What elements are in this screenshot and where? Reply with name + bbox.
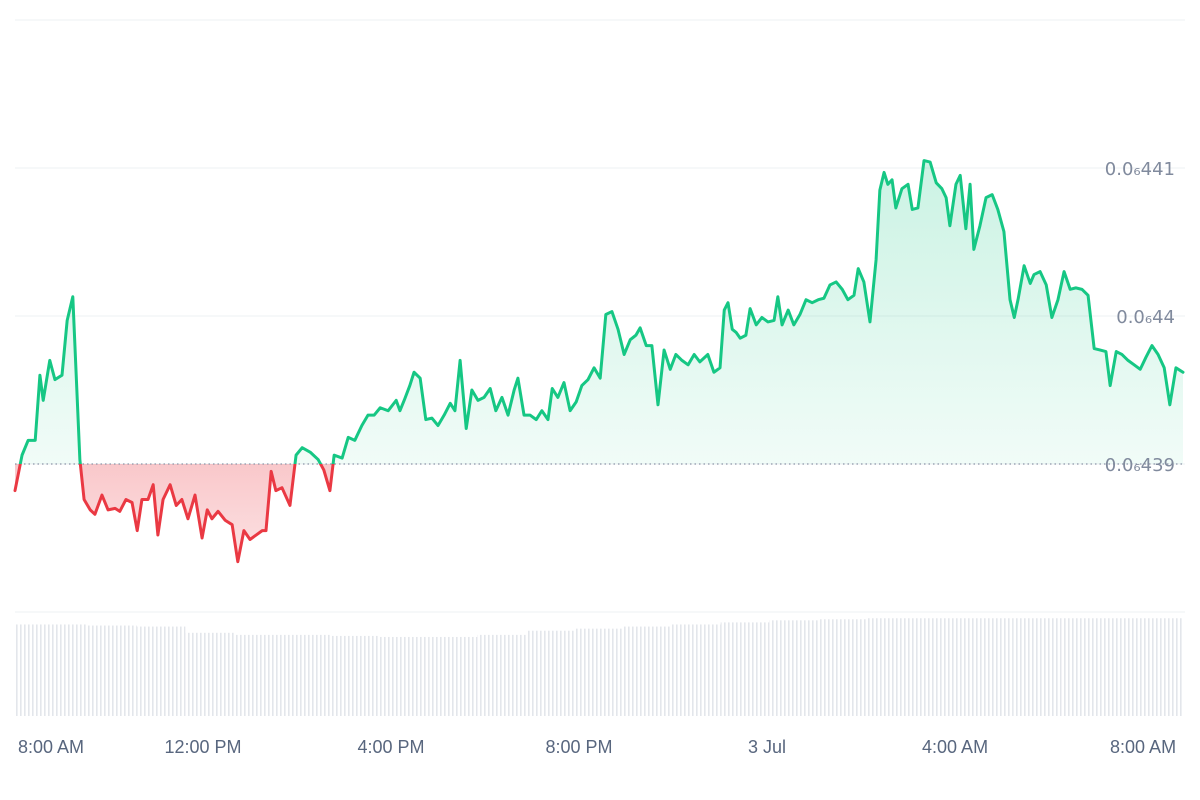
volume-bar <box>331 635 380 716</box>
volume-bar <box>574 628 624 716</box>
volume-bar <box>1012 618 1062 716</box>
volume-bar <box>1110 618 1159 716</box>
x-tick-label: 3 Jul <box>748 737 786 757</box>
price-line <box>13 159 1185 564</box>
y-tick-label: 0.0₆441 <box>1105 159 1175 180</box>
volume-bar <box>1158 618 1183 716</box>
x-tick-label: 8:00 AM <box>18 737 84 757</box>
volume-bar <box>136 626 186 716</box>
volume-bar <box>15 624 40 716</box>
volume-bar <box>234 634 283 716</box>
volume-bar <box>915 618 964 716</box>
y-tick-label: 0.0₆44 <box>1116 307 1175 328</box>
x-tick-label: 8:00 AM <box>1110 737 1176 757</box>
volume-bar <box>88 625 137 716</box>
x-tick-label: 12:00 PM <box>164 737 241 757</box>
volume-bar <box>282 634 332 716</box>
volume-bar <box>672 624 721 716</box>
volume-bar <box>818 619 867 716</box>
volume-bar <box>39 624 88 716</box>
x-tick-label: 4:00 PM <box>357 737 424 757</box>
volume-bar <box>623 626 672 716</box>
volume-bar <box>380 636 429 716</box>
volume-bar <box>185 632 234 716</box>
x-tick-label: 8:00 PM <box>546 737 613 757</box>
volume-bar <box>769 620 818 716</box>
volume-bar <box>1061 618 1110 716</box>
volume-bar <box>526 630 575 716</box>
volume-bar <box>720 622 770 716</box>
volume-bar <box>964 618 1013 716</box>
volume-bar <box>428 636 478 716</box>
y-tick-label: 0.0₆439 <box>1105 455 1175 476</box>
volume-bar <box>866 618 916 716</box>
x-tick-label: 4:00 AM <box>922 737 988 757</box>
volume-bar <box>477 634 526 716</box>
price-area <box>15 160 1183 562</box>
